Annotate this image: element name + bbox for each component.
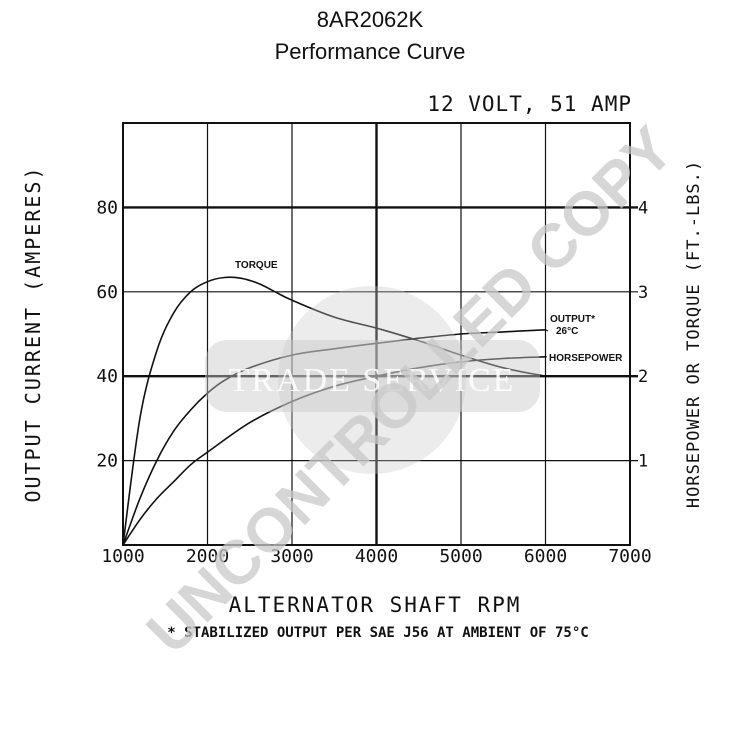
title-block: 8AR2062K Performance Curve xyxy=(0,4,740,68)
y-right-tick-label: 1 xyxy=(638,452,648,472)
watermark-seal xyxy=(278,286,466,474)
curves xyxy=(122,276,549,546)
output-curve-label-line1: OUTPUT* xyxy=(550,314,595,325)
x-tick-label: 3000 xyxy=(270,546,313,567)
watermark-band xyxy=(205,340,540,412)
x-tick-label: 4000 xyxy=(355,546,398,567)
output-curve-label-line2: 26°C xyxy=(556,326,578,337)
y-right-tick-label: 3 xyxy=(638,283,648,303)
y-right-tick-label: 4 xyxy=(638,198,648,218)
x-tick-label: 6000 xyxy=(524,546,567,567)
chart-subtitle: Performance Curve xyxy=(274,39,466,64)
output-label-leader xyxy=(545,329,549,332)
grid-lines xyxy=(123,123,638,545)
curve-torque xyxy=(122,276,546,546)
y-left-axis-label: OUTPUT CURRENT (AMPERES) xyxy=(21,166,45,503)
model-title: 8AR2062K xyxy=(316,7,424,32)
rating-title: 12 VOLT, 51 AMP xyxy=(427,92,632,116)
footnote: * STABILIZED OUTPUT PER SAE J56 AT AMBIE… xyxy=(167,625,588,641)
x-tick-label: 7000 xyxy=(608,546,651,567)
curve-output-26-c xyxy=(122,329,546,546)
y-right-tick-labels: 1 2 3 4 xyxy=(638,198,648,471)
x-axis-label: ALTERNATOR SHAFT RPM xyxy=(229,593,522,617)
y-left-tick-label: 80 xyxy=(96,197,118,218)
x-tick-label: 5000 xyxy=(439,546,482,567)
torque-curve-label: TORQUE xyxy=(235,260,278,271)
y-left-tick-label: 60 xyxy=(96,282,118,303)
x-tick-labels: 1000 2000 3000 4000 5000 6000 7000 xyxy=(101,546,651,567)
y-right-axis-label: HORSEPOWER OR TORQUE (FT.-LBS.) xyxy=(684,160,704,508)
y-left-tick-label: 20 xyxy=(96,451,118,472)
x-tick-label: 2000 xyxy=(186,546,229,567)
watermark: TRADE SERVICE UNCONTROLLED COPY xyxy=(134,114,687,667)
curve-horsepower xyxy=(122,356,546,546)
y-left-tick-labels: 20 40 60 80 xyxy=(96,197,118,471)
x-tick-label: 1000 xyxy=(101,546,144,567)
y-right-tick-label: 2 xyxy=(638,367,648,387)
horsepower-curve-label: HORSEPOWER xyxy=(549,353,623,364)
y-left-tick-label: 40 xyxy=(96,366,118,387)
watermark-center-text: TRADE SERVICE xyxy=(229,362,516,399)
